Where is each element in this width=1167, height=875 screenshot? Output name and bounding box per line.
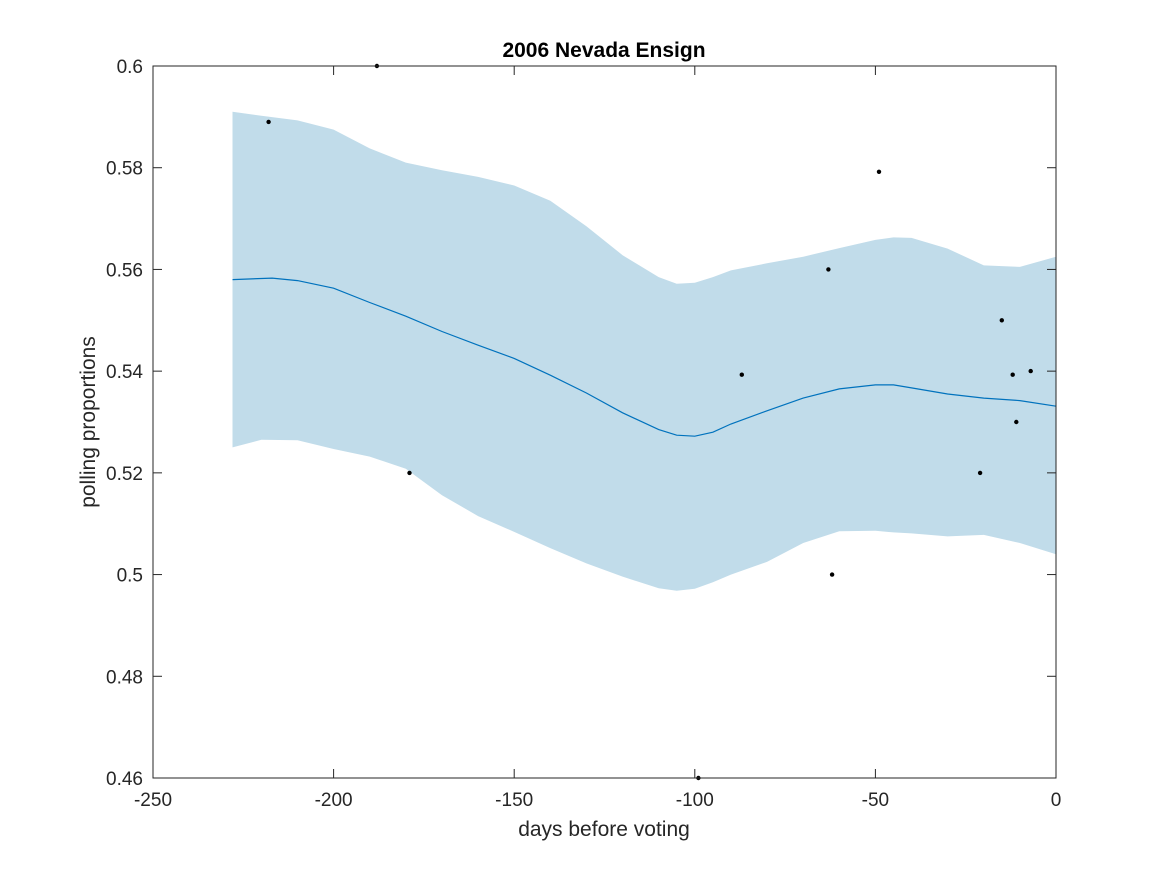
data-point bbox=[739, 372, 744, 377]
y-tick-label: 0.6 bbox=[117, 57, 143, 78]
data-point bbox=[977, 470, 983, 476]
y-tick-label: 0.58 bbox=[106, 159, 143, 180]
y-axis-label: polling proportions bbox=[77, 336, 100, 508]
y-tick-label: 0.46 bbox=[106, 769, 143, 790]
x-tick-label: -100 bbox=[676, 790, 714, 811]
data-points-layer bbox=[266, 63, 1033, 781]
data-point bbox=[876, 169, 882, 174]
y-tick-label: 0.5 bbox=[117, 566, 143, 587]
data-point bbox=[826, 267, 831, 272]
confidence-band-layer bbox=[232, 111, 1056, 591]
mean-line bbox=[232, 277, 1057, 437]
data-point bbox=[407, 470, 412, 476]
confidence-band bbox=[232, 111, 1056, 591]
x-axis-label: days before voting bbox=[518, 818, 690, 841]
x-tick-label: 0 bbox=[1051, 790, 1062, 811]
y-tick-label: 0.52 bbox=[106, 464, 143, 485]
x-tick-label: -150 bbox=[495, 790, 533, 811]
data-point bbox=[1028, 368, 1033, 374]
y-tick-label: 0.48 bbox=[106, 667, 143, 688]
chart-title: 2006 Nevada Ensign bbox=[502, 39, 705, 62]
x-tick-label: -250 bbox=[134, 790, 172, 811]
plot-frame bbox=[152, 65, 1057, 779]
y-tick-label: 0.56 bbox=[106, 260, 143, 281]
y-tick-label: 0.54 bbox=[106, 362, 143, 383]
data-point bbox=[1010, 372, 1015, 377]
data-point bbox=[999, 318, 1004, 323]
mean-line-layer bbox=[232, 277, 1057, 437]
data-point bbox=[829, 572, 835, 577]
data-point bbox=[266, 119, 271, 125]
x-tick-label: -50 bbox=[862, 790, 889, 811]
ticks-layer: -250 -200 -150 -100 -50 0 0.46 0.48 0.5 0.52 0.54 0… bbox=[106, 57, 1061, 811]
data-point bbox=[1014, 419, 1019, 425]
x-tick-label: -200 bbox=[315, 790, 353, 811]
